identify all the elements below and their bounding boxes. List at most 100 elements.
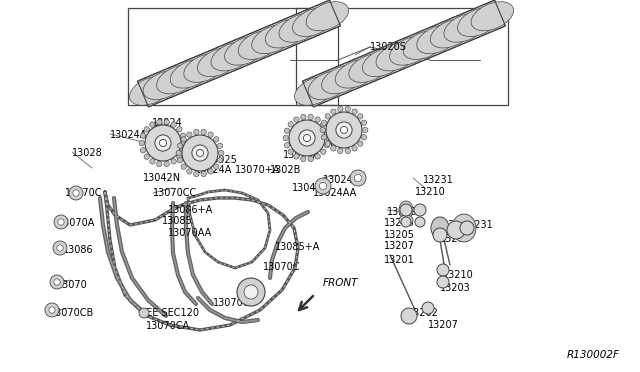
Circle shape	[358, 114, 363, 119]
Circle shape	[182, 140, 187, 146]
Circle shape	[208, 169, 213, 174]
Circle shape	[352, 109, 357, 114]
Circle shape	[340, 126, 348, 134]
Circle shape	[308, 114, 314, 120]
Text: 13070CC: 13070CC	[153, 188, 197, 198]
Circle shape	[437, 264, 449, 276]
Circle shape	[319, 182, 326, 190]
Circle shape	[181, 137, 186, 142]
Text: 13020S: 13020S	[370, 42, 407, 52]
Circle shape	[45, 303, 59, 317]
Circle shape	[73, 190, 79, 196]
Text: FRONT: FRONT	[323, 278, 358, 288]
Text: 13025+A: 13025+A	[288, 138, 333, 148]
Circle shape	[401, 217, 411, 227]
Ellipse shape	[238, 31, 280, 60]
Circle shape	[338, 106, 343, 112]
Circle shape	[176, 150, 182, 156]
Text: 13028: 13028	[72, 148, 103, 158]
Circle shape	[194, 129, 199, 135]
Text: 13024AA: 13024AA	[313, 188, 357, 198]
Text: 13024AA: 13024AA	[110, 130, 154, 140]
Circle shape	[433, 228, 447, 242]
Circle shape	[437, 276, 449, 288]
Circle shape	[214, 164, 219, 169]
Ellipse shape	[444, 13, 486, 42]
Circle shape	[321, 120, 327, 125]
Circle shape	[208, 132, 213, 137]
Circle shape	[325, 114, 330, 119]
Ellipse shape	[143, 71, 186, 100]
Circle shape	[164, 119, 170, 125]
Circle shape	[177, 143, 183, 148]
Circle shape	[58, 219, 64, 225]
Circle shape	[362, 127, 368, 133]
Ellipse shape	[292, 7, 335, 36]
Circle shape	[460, 221, 474, 235]
Circle shape	[294, 154, 299, 159]
Circle shape	[177, 154, 182, 159]
Text: 13209: 13209	[437, 220, 468, 230]
Circle shape	[237, 278, 265, 306]
Text: 13085+A: 13085+A	[275, 242, 321, 252]
Circle shape	[345, 148, 350, 154]
Circle shape	[157, 161, 162, 167]
Text: 13203: 13203	[384, 218, 415, 228]
Circle shape	[201, 129, 206, 135]
Circle shape	[144, 126, 149, 132]
Circle shape	[321, 149, 326, 154]
Ellipse shape	[403, 31, 445, 60]
FancyBboxPatch shape	[303, 0, 506, 107]
Circle shape	[331, 146, 336, 151]
Ellipse shape	[157, 65, 199, 94]
Circle shape	[345, 106, 350, 112]
Text: 13070CA: 13070CA	[213, 298, 257, 308]
Bar	[128, 8, 338, 105]
Circle shape	[159, 140, 166, 147]
Ellipse shape	[197, 48, 240, 77]
Text: 13210: 13210	[415, 187, 445, 197]
Circle shape	[140, 148, 146, 153]
Text: 13070AA: 13070AA	[168, 228, 212, 238]
Ellipse shape	[184, 53, 227, 82]
Text: 13207: 13207	[428, 320, 459, 330]
Circle shape	[214, 137, 219, 142]
Text: 13042N: 13042N	[292, 183, 330, 193]
Circle shape	[144, 154, 149, 159]
Ellipse shape	[399, 201, 413, 219]
Text: 13042N: 13042N	[143, 173, 181, 183]
Circle shape	[181, 164, 186, 169]
FancyBboxPatch shape	[138, 0, 340, 107]
Circle shape	[326, 112, 362, 148]
Circle shape	[192, 145, 208, 161]
Circle shape	[180, 133, 186, 138]
Circle shape	[415, 217, 425, 227]
Text: 13231: 13231	[463, 220, 493, 230]
Circle shape	[401, 308, 417, 324]
Text: 13070: 13070	[57, 280, 88, 290]
Ellipse shape	[170, 59, 212, 88]
Circle shape	[196, 150, 204, 157]
Circle shape	[331, 109, 336, 114]
Ellipse shape	[430, 19, 473, 48]
Circle shape	[324, 142, 330, 148]
Ellipse shape	[431, 217, 449, 239]
Circle shape	[447, 221, 465, 239]
Ellipse shape	[349, 53, 391, 82]
Circle shape	[54, 215, 68, 229]
Circle shape	[361, 135, 367, 140]
Text: 13024: 13024	[152, 118, 183, 128]
Circle shape	[338, 148, 343, 154]
Circle shape	[69, 186, 83, 200]
Text: 13209: 13209	[387, 207, 418, 217]
Bar	[296, 8, 508, 105]
Circle shape	[299, 130, 315, 146]
Circle shape	[308, 156, 314, 161]
Text: 13202: 13202	[408, 308, 439, 318]
Circle shape	[284, 142, 290, 148]
Text: 13210: 13210	[443, 270, 474, 280]
Circle shape	[177, 158, 183, 163]
Text: 13086+A: 13086+A	[168, 205, 213, 215]
Text: 13201: 13201	[384, 255, 415, 265]
Text: 13086: 13086	[63, 245, 93, 255]
